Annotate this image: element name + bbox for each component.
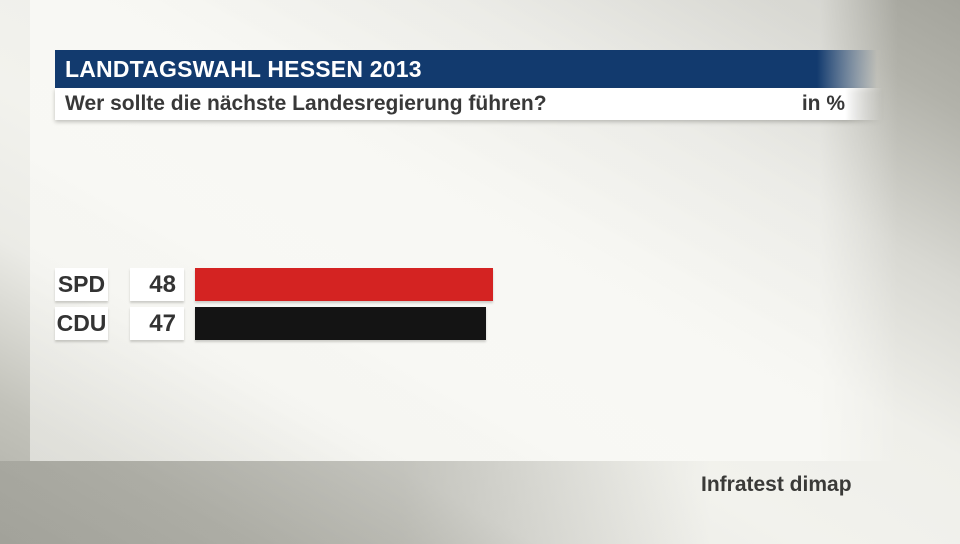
bar-chart: SPD 48 CDU 47 [55,268,493,346]
footer-shade [0,461,960,544]
bar-label: CDU [56,310,107,336]
question-text: Wer sollte die nächste Landesregierung f… [65,92,547,115]
bar-rows: SPD 48 CDU 47 [55,268,493,340]
bar-value: 47 [149,309,176,337]
bar-row: CDU 47 [55,307,493,340]
bar-label-box: SPD [55,268,108,301]
bar-row: SPD 48 [55,268,493,301]
bar-label-box: CDU [55,307,108,340]
bar [195,307,486,340]
bar-value-box: 47 [130,307,184,340]
unit-label: in % [801,92,845,115]
source-credit: Infratest dimap [701,473,852,496]
bar-label: SPD [57,271,106,297]
bar-value: 48 [149,270,176,298]
bar-value-box: 48 [130,268,184,301]
slide-title: LANDTAGSWAHL HESSEN 2013 [65,56,422,82]
question-bar: Wer sollte die nächste Landesregierung f… [55,88,960,120]
bar [195,268,493,301]
title-bar: LANDTAGSWAHL HESSEN 2013 [55,50,960,88]
